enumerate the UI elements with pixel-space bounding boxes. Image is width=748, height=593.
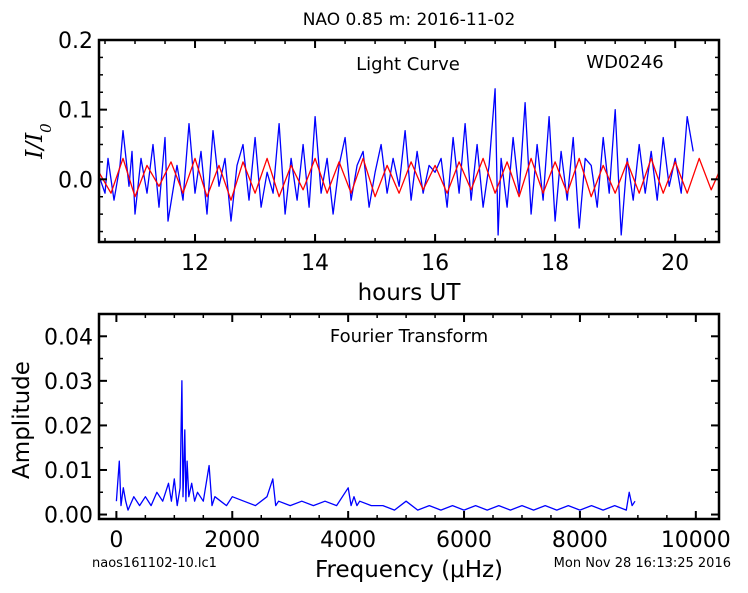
- fourier-ytick-label: 0.02: [44, 414, 93, 439]
- fourier-series-0: [115, 380, 636, 511]
- light-curve-ytick-label: 0.2: [58, 29, 93, 54]
- fourier-panel: 0 2000 4000 6000 8000 10000 0.00 0.01 0.02 0.03 0.…: [9, 312, 731, 583]
- fourier-xtick-label: 0: [109, 528, 123, 553]
- light-curve-plot-area: [99, 88, 719, 236]
- light-curve-frame: [97, 38, 721, 244]
- light-curve-axes: 12 14 16 18 20 0.0 0.1 0.2: [58, 29, 719, 276]
- fourier-xlabel: Frequency (μHz): [315, 557, 503, 583]
- light-curve-panel: 12 14 16 18 20 0.0 0.1 0.2 Light Curve WD0246 h…: [22, 29, 721, 306]
- light-curve-xtick-label: 16: [421, 251, 449, 276]
- footer-timestamp: Mon Nov 28 16:13:25 2016: [554, 556, 731, 571]
- footer-filename: naos161102-10.lc1: [92, 556, 217, 571]
- light-curve-series-0: [99, 88, 694, 236]
- fourier-frame: [97, 312, 721, 521]
- light-curve-ytick-label: 0.0: [58, 168, 93, 193]
- fourier-annotation: Fourier Transform: [330, 326, 488, 347]
- fourier-axes: 0 2000 4000 6000 8000 10000 0.00 0.01 0.02 0.03 0.…: [44, 313, 731, 553]
- light-curve-xtick-label: 14: [301, 251, 329, 276]
- fourier-xtick-label: 2000: [204, 528, 260, 553]
- light-curve-xtick-label: 20: [661, 251, 689, 276]
- fourier-ytick-label: 0.03: [44, 370, 93, 395]
- fourier-ytick-label: 0.01: [44, 459, 93, 484]
- light-curve-series-1: [99, 157, 719, 201]
- fourier-xtick-label: 6000: [436, 528, 492, 553]
- ylabel-subscript: 0: [37, 123, 55, 133]
- light-curve-xtick-label: 12: [181, 251, 209, 276]
- figure-title: NAO 0.85 m: 2016-11-02: [303, 10, 516, 30]
- fourier-xtick-label: 4000: [320, 528, 376, 553]
- light-curve-ylabel: I/I0: [22, 123, 55, 160]
- light-curve-annotation: Light Curve: [356, 54, 460, 75]
- fourier-ylabel: Amplitude: [9, 361, 35, 479]
- star-name-annotation: WD0246: [586, 52, 663, 73]
- light-curve-xlabel: hours UT: [358, 280, 462, 306]
- light-curve-xtick-label: 18: [541, 251, 569, 276]
- fourier-ytick-label: 0.04: [44, 325, 93, 350]
- fourier-xtick-label: 8000: [552, 528, 608, 553]
- light-curve-ytick-label: 0.1: [58, 99, 93, 124]
- fourier-plot-area: [115, 380, 636, 511]
- fourier-xtick-label: 10000: [661, 528, 731, 553]
- fourier-ytick-label: 0.00: [44, 504, 93, 529]
